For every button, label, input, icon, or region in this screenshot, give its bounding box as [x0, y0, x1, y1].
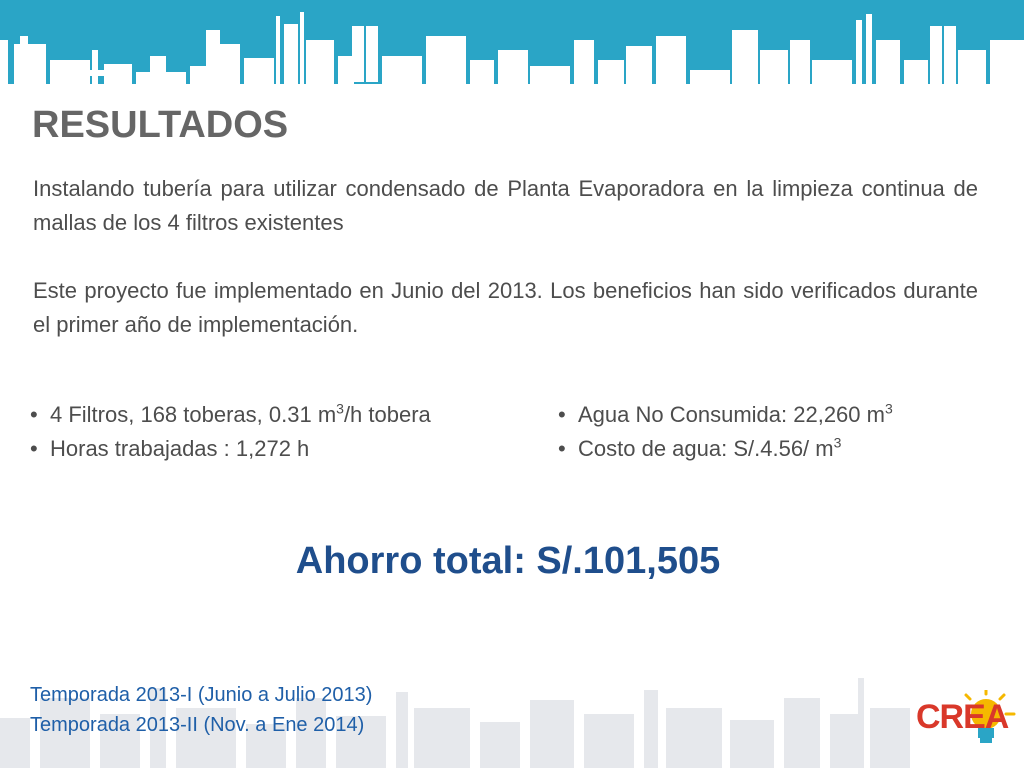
list-item: • Costo de agua: S/.4.56/ m3: [558, 432, 893, 466]
water-saved-text: Agua No Consumida: 22,260 m3: [578, 400, 893, 427]
page-title: RESULTADOS: [32, 104, 289, 146]
lightbulb-icon: [964, 690, 1016, 743]
total-savings: Ahorro total: S/.101,505: [295, 540, 721, 582]
bullet-icon: •: [558, 436, 566, 461]
logo-text: CREA: [916, 698, 1009, 736]
crea-logo: CREA: [914, 690, 1020, 752]
bullet-icon: •: [30, 402, 38, 427]
season-2013-ii: Temporada 2013-II (Nov. a Ene 2014): [30, 714, 365, 736]
footer-skyline-illustration: [0, 678, 910, 768]
season-2013-i: Temporada 2013-I (Junio a Julio 2013): [30, 684, 373, 706]
list-item: • Horas trabajadas : 1,272 h: [30, 432, 431, 466]
list-item: • 4 Filtros, 168 toberas, 0.31 m3/h tobe…: [30, 398, 431, 432]
filters-text: 4 Filtros, 168 toberas, 0.31 m3/h tobera: [50, 400, 431, 427]
bullet-list-right: • Agua No Consumida: 22,260 m3 • Costo d…: [558, 398, 893, 466]
factory-skyline-illustration: [0, 12, 1024, 92]
list-item: • Agua No Consumida: 22,260 m3: [558, 398, 893, 432]
bullet-icon: •: [558, 402, 566, 427]
bullet-icon: •: [30, 436, 38, 461]
hours-text: Horas trabajadas : 1,272 h: [50, 436, 310, 461]
water-cost-text: Costo de agua: S/.4.56/ m3: [578, 434, 842, 461]
header-banner: [0, 0, 1024, 92]
bullet-list-left: • 4 Filtros, 168 toberas, 0.31 m3/h tobe…: [30, 398, 431, 466]
intro-paragraph: Instalando tubería para utilizar condens…: [33, 176, 978, 235]
implementation-paragraph: Este proyecto fue implementado en Junio …: [33, 278, 978, 337]
